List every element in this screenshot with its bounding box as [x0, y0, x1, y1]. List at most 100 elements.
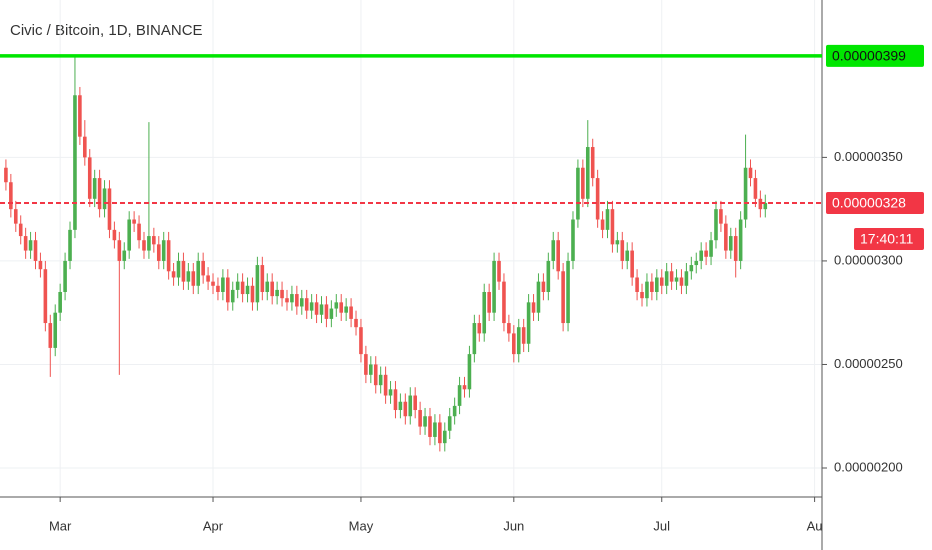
candle-body	[561, 271, 565, 324]
candle-body	[221, 277, 225, 292]
candle-body	[398, 401, 403, 411]
candle-body	[87, 157, 92, 199]
candle-body	[191, 271, 196, 286]
candle-body	[18, 223, 23, 237]
candle-body	[452, 405, 457, 417]
candle-body	[536, 281, 541, 313]
candle-body	[753, 178, 758, 199]
candle-body	[314, 302, 319, 315]
candle-body	[359, 327, 363, 355]
candle-body	[196, 260, 201, 286]
candle-body	[758, 198, 763, 210]
candle-body	[605, 209, 610, 230]
candle-body	[571, 219, 575, 261]
candle-body	[763, 202, 768, 210]
candle-body	[709, 240, 713, 257]
candle-body	[13, 209, 18, 224]
candle-body	[275, 289, 279, 297]
price-label: 0.00000328	[832, 195, 906, 211]
x-tick-label: Apr	[203, 518, 224, 533]
candle-body	[679, 277, 684, 286]
chart-title: Civic / Bitcoin, 1D, BINANCE	[10, 22, 203, 39]
candle-body	[585, 147, 590, 199]
candle-body	[260, 265, 265, 292]
candle-body	[161, 240, 166, 261]
candle-body	[650, 281, 654, 292]
candle-body	[457, 385, 462, 406]
candle-body	[53, 312, 58, 348]
candle-body	[166, 240, 171, 272]
candle-body	[645, 281, 649, 299]
candle-body	[73, 95, 77, 230]
candle-body	[418, 410, 422, 427]
candle-body	[512, 333, 516, 355]
candle-body	[97, 178, 102, 210]
y-tick-label: 0.00000350	[834, 149, 903, 164]
candle-body	[48, 323, 53, 348]
candle-body	[43, 269, 48, 324]
candle-body	[240, 281, 245, 295]
candle-body	[216, 285, 220, 292]
candle-body	[724, 223, 728, 251]
candle-body	[378, 374, 383, 386]
candle-body	[541, 281, 546, 292]
candle-body	[447, 416, 452, 431]
candle-body	[625, 250, 630, 261]
x-tick-label: May	[349, 518, 374, 533]
candle-body	[526, 302, 531, 344]
candle-body	[137, 223, 141, 241]
candle-body	[245, 285, 250, 295]
y-tick-label: 0.00000300	[834, 252, 903, 267]
x-tick-label: Jul	[653, 518, 670, 533]
candle-body	[733, 236, 738, 261]
candle-body	[127, 219, 131, 251]
candle-body	[107, 188, 112, 230]
candle-body	[590, 147, 595, 179]
candle-body	[334, 302, 339, 309]
candle-body	[581, 167, 585, 199]
candle-body	[206, 275, 210, 282]
candle-body	[659, 277, 664, 286]
candle-body	[433, 422, 437, 437]
candle-body	[102, 188, 107, 210]
candle-body	[738, 219, 743, 261]
candle-body	[250, 285, 255, 303]
candle-body	[78, 95, 82, 137]
candle-body	[23, 236, 28, 251]
candle-body	[556, 240, 560, 272]
candle-body	[265, 281, 270, 292]
candle-body	[38, 260, 43, 270]
candle-body	[674, 277, 679, 282]
candle-body	[117, 240, 122, 261]
candle-body	[304, 298, 309, 311]
candle-body	[373, 364, 378, 386]
price-label-box	[826, 44, 924, 67]
candle-body	[699, 250, 703, 261]
candle-body	[521, 327, 526, 344]
price-label: 0.00000399	[832, 48, 906, 64]
candle-body	[472, 323, 477, 355]
candle-body	[122, 250, 127, 261]
candle-body	[270, 281, 274, 297]
candle-body	[516, 327, 521, 355]
candle-body	[748, 167, 753, 179]
candle-body	[181, 260, 186, 282]
candle-body	[171, 271, 176, 278]
candle-body	[576, 167, 580, 220]
candle-body	[615, 240, 620, 245]
x-tick-label: Jun	[503, 518, 524, 533]
candle-body	[152, 236, 156, 245]
candle-body	[344, 306, 348, 313]
candle-body	[743, 167, 748, 220]
candle-body	[610, 209, 615, 245]
candle-body	[369, 364, 373, 375]
candle-body	[285, 298, 289, 303]
candle-body	[531, 302, 536, 313]
candle-body	[354, 318, 358, 328]
candle-body	[324, 304, 329, 319]
candle-body	[58, 291, 62, 313]
y-tick-label: 0.00000250	[834, 356, 903, 371]
candle-body	[640, 291, 644, 299]
candle-body	[230, 289, 235, 303]
